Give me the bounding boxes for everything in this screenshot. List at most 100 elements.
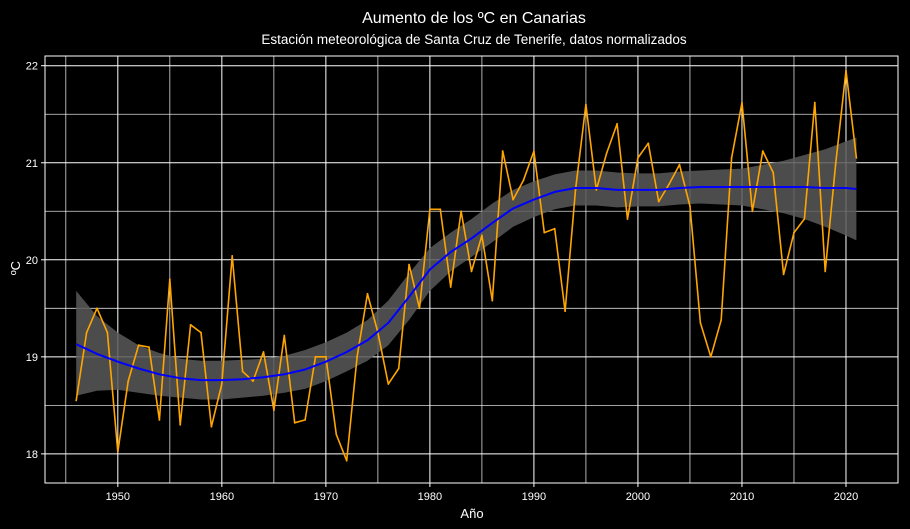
y-tick-label: 19 xyxy=(26,352,38,364)
y-axis-label: ºC xyxy=(8,261,23,275)
observed-point xyxy=(189,323,192,326)
observed-point xyxy=(720,319,723,321)
observed-point xyxy=(803,218,806,220)
observed-point xyxy=(148,346,150,348)
observed-point xyxy=(366,292,369,295)
y-axis: 18 19 20 21 22 xyxy=(26,61,45,461)
observed-point xyxy=(595,189,598,191)
observed-point xyxy=(106,331,109,334)
observed-point xyxy=(699,322,702,324)
observed-point xyxy=(262,351,265,353)
observed-point xyxy=(210,425,213,428)
observed-point xyxy=(75,399,78,402)
panel-border xyxy=(44,55,899,484)
observed-point xyxy=(439,208,442,211)
x-tick-label: 1990 xyxy=(522,491,546,503)
observed-point xyxy=(168,278,171,281)
observed-point xyxy=(574,189,577,191)
observed-point xyxy=(657,200,660,203)
x-tick-label: 1960 xyxy=(210,491,234,503)
observed-point xyxy=(220,383,223,385)
y-tick-label: 20 xyxy=(26,255,38,267)
observed-point xyxy=(460,210,462,213)
confidence-band-area xyxy=(76,137,857,400)
observed-point xyxy=(501,150,504,153)
observed-point xyxy=(304,419,306,421)
x-axis: 1950 1960 1970 1980 1990 2000 2010 2020 xyxy=(106,483,858,503)
observed-point xyxy=(751,210,754,213)
y-tick-label: 21 xyxy=(26,158,38,170)
observed-point xyxy=(387,383,390,385)
observed-point xyxy=(335,433,338,436)
observed-point xyxy=(564,310,566,313)
observed-point xyxy=(761,150,764,153)
observed-point xyxy=(824,270,827,273)
observed-point xyxy=(200,331,202,334)
observed-point xyxy=(158,419,161,421)
x-tick-label: 2020 xyxy=(834,491,858,503)
observed-point xyxy=(397,367,400,370)
observed-point xyxy=(85,331,88,334)
observed-point xyxy=(512,198,514,201)
observed-point xyxy=(356,355,358,358)
x-tick-label: 2000 xyxy=(626,491,650,503)
x-tick-label: 1980 xyxy=(418,491,442,503)
observed-point xyxy=(293,421,296,424)
x-axis-label: Año xyxy=(460,506,483,521)
series-layer xyxy=(75,69,858,462)
observed-point xyxy=(845,69,847,72)
observed-point xyxy=(408,263,410,266)
confidence-band xyxy=(76,137,857,400)
observed-point xyxy=(668,183,670,186)
observed-point xyxy=(543,231,546,234)
observed-point xyxy=(647,142,650,145)
observed-point xyxy=(325,355,327,358)
observed-point xyxy=(585,103,587,106)
chart-title: Aumento de los ºC en Canarias xyxy=(362,10,586,27)
observed-point xyxy=(637,157,639,159)
observed-point xyxy=(231,255,234,257)
observed-point xyxy=(626,218,629,220)
observed-point xyxy=(116,451,119,453)
observed-point xyxy=(137,344,140,347)
observed-point xyxy=(241,370,244,373)
observed-point xyxy=(553,227,556,230)
observed-point xyxy=(533,150,535,153)
observed-point xyxy=(127,380,130,382)
observed-point xyxy=(834,163,837,166)
x-tick-label: 2010 xyxy=(730,491,754,503)
observed-point xyxy=(616,123,618,125)
observed-point xyxy=(96,307,98,310)
observed-point xyxy=(345,459,348,462)
observed-point xyxy=(730,157,733,159)
observed-point xyxy=(418,307,421,310)
observed-point xyxy=(793,231,795,234)
observed-point xyxy=(678,163,681,166)
x-tick-label: 1970 xyxy=(314,491,338,503)
observed-point xyxy=(179,423,182,426)
y-tick-label: 18 xyxy=(26,449,38,461)
observed-point xyxy=(689,205,691,208)
smoothed-trend-line xyxy=(75,186,857,382)
observed-point xyxy=(314,355,317,358)
observed-point xyxy=(772,171,775,174)
y-tick-label: 22 xyxy=(26,61,38,73)
grid xyxy=(45,56,898,483)
observed-point xyxy=(782,273,785,276)
observed-point xyxy=(429,208,431,211)
observed-point xyxy=(470,270,473,273)
observed-point xyxy=(709,355,712,358)
observed-point xyxy=(491,299,494,302)
observed-point xyxy=(741,101,743,104)
observed-point xyxy=(855,157,858,159)
observed-point xyxy=(605,152,608,154)
chart-subtitle: Estación meteorológica de Santa Cruz de … xyxy=(261,32,686,47)
observed-point xyxy=(449,286,452,288)
observed-point xyxy=(252,380,254,382)
observed-point xyxy=(813,101,816,104)
observed-point xyxy=(273,409,275,412)
observed-point xyxy=(522,179,525,182)
observed-point xyxy=(283,334,286,337)
observed-point xyxy=(481,234,483,237)
